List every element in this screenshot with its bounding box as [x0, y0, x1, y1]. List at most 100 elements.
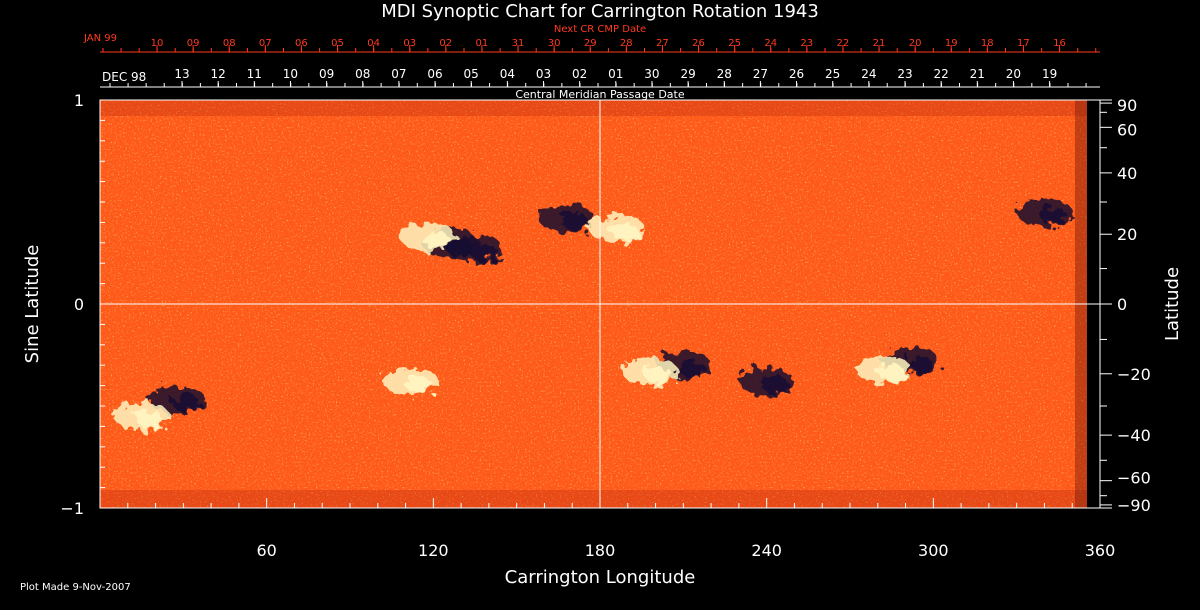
positive-core: [877, 364, 906, 381]
white-tick-label: 23: [897, 67, 912, 81]
north-pole-band: [100, 100, 1087, 116]
red-tick-label: 05: [331, 38, 344, 49]
red-tick-label: 18: [981, 38, 994, 49]
white-tick-label: 06: [427, 67, 442, 81]
y-left-tick-label: 1: [74, 91, 84, 110]
y-right-tick-label: 40: [1117, 164, 1137, 183]
longitude-axis: 60 120 180 240 300 360: [127, 498, 1116, 560]
white-tick-label: 08: [355, 67, 370, 81]
red-tick-label: 31: [512, 38, 525, 49]
y-axis-left-label: Sine Latitude: [22, 245, 43, 364]
white-tick-label: 13: [174, 67, 189, 81]
white-tick-label: 21: [970, 67, 985, 81]
white-tick-label: 28: [717, 67, 732, 81]
red-tick-label: 06: [295, 38, 308, 49]
red-tick-label: 01: [476, 38, 489, 49]
red-tick-label: 22: [837, 38, 850, 49]
y-right-tick-label: 20: [1117, 225, 1137, 244]
chart-title: MDI Synoptic Chart for Carrington Rotati…: [381, 1, 819, 22]
white-tick-label: 11: [247, 67, 262, 81]
white-tick-label: 01: [608, 67, 623, 81]
x-tick-label: 60: [256, 541, 276, 560]
red-tick-label: 20: [909, 38, 922, 49]
y-left-tick-label: −1: [60, 499, 84, 518]
red-tick-label: 30: [548, 38, 561, 49]
white-tick-label: 10: [283, 67, 298, 81]
white-tick-label: 22: [934, 67, 949, 81]
x-tick-label: 180: [585, 541, 616, 560]
red-tick-label: 21: [873, 38, 886, 49]
magnetogram-plot: [99, 99, 1101, 509]
red-tick-label: 16: [1053, 38, 1066, 49]
negative-core: [905, 356, 934, 373]
red-tick-label: 04: [367, 38, 380, 49]
next-cr-cmp-title: Next CR CMP Date: [554, 24, 646, 35]
white-tick-label: 20: [1006, 67, 1021, 81]
red-tick-label: 23: [800, 38, 813, 49]
white-tick-label: 29: [680, 67, 695, 81]
negative-core: [1038, 207, 1067, 224]
red-tick-label: 27: [656, 38, 669, 49]
sine-latitude-axis: 1 0 −1: [60, 91, 110, 518]
red-tick-label: 26: [692, 38, 705, 49]
y-right-tick-label: −40: [1117, 426, 1151, 445]
red-tick-label: 03: [403, 38, 416, 49]
white-tick-label: 04: [500, 67, 515, 81]
negative-core: [560, 213, 589, 230]
negative-core: [760, 376, 789, 393]
red-tick-label: 10: [151, 38, 164, 49]
white-tick-label: 19: [1042, 67, 1057, 81]
plot-made-label: Plot Made 9-Nov-2007: [20, 582, 131, 593]
x-axis-label: Carrington Longitude: [505, 567, 696, 588]
red-tick-label: 08: [223, 38, 236, 49]
white-tick-label: 07: [391, 67, 406, 81]
y-right-tick-label: 60: [1117, 120, 1137, 139]
red-tick-label: 24: [764, 38, 777, 49]
y-left-tick-label: 0: [74, 295, 84, 314]
red-tick-label: 07: [259, 38, 272, 49]
y-right-tick-label: −90: [1117, 496, 1151, 515]
negative-core: [677, 360, 706, 377]
white-tick-label: 26: [789, 67, 804, 81]
red-tick-label: 17: [1017, 38, 1030, 49]
negative-core: [469, 243, 497, 260]
south-pole-band: [100, 490, 1087, 508]
y-right-tick-label: 90: [1117, 96, 1137, 115]
y-axis-right-label: Latitude: [1162, 267, 1183, 341]
x-tick-label: 240: [751, 541, 782, 560]
white-tick-label: 27: [753, 67, 768, 81]
x-tick-label: 300: [918, 541, 949, 560]
red-tick-label: 02: [439, 38, 452, 49]
positive-core: [135, 411, 164, 428]
white-tick-label: 30: [644, 67, 659, 81]
x-tick-label: 120: [418, 541, 449, 560]
next-cr-cmp-start-label: JAN 99: [83, 33, 117, 44]
white-tick-label: 02: [572, 67, 587, 81]
red-tick-label: 19: [945, 38, 958, 49]
red-tick-label: 09: [187, 38, 200, 49]
cmp-date-axis: DEC 98 Central Meridian Passage Date 13 1…: [100, 67, 1100, 101]
cmp-date-title: Central Meridian Passage Date: [515, 88, 684, 101]
red-tick-label: 25: [728, 38, 741, 49]
x-tick-label: 360: [1085, 541, 1116, 560]
white-tick-label: 24: [861, 67, 876, 81]
cmp-date-start-label: DEC 98: [102, 70, 146, 84]
latitude-axis: 90 60 40 20 0 −20 −40 −60 −90: [1099, 96, 1151, 515]
next-cr-cmp-axis: Next CR CMP Date JAN 99 10 09 08 07 06 05 04 03…: [83, 24, 1100, 53]
red-tick-label: 29: [584, 38, 597, 49]
positive-core: [405, 376, 434, 393]
positive-core: [421, 231, 450, 248]
positive-core: [644, 366, 672, 383]
positive-core: [610, 223, 639, 240]
white-tick-label: 05: [464, 67, 479, 81]
negative-core: [171, 394, 200, 411]
white-tick-label: 25: [825, 67, 840, 81]
white-tick-label: 09: [319, 67, 334, 81]
y-right-tick-label: 0: [1117, 295, 1127, 314]
white-tick-label: 03: [536, 67, 551, 81]
y-right-tick-label: −60: [1117, 469, 1151, 488]
red-tick-label: 28: [620, 38, 633, 49]
white-tick-label: 12: [211, 67, 226, 81]
y-right-tick-label: −20: [1117, 365, 1151, 384]
